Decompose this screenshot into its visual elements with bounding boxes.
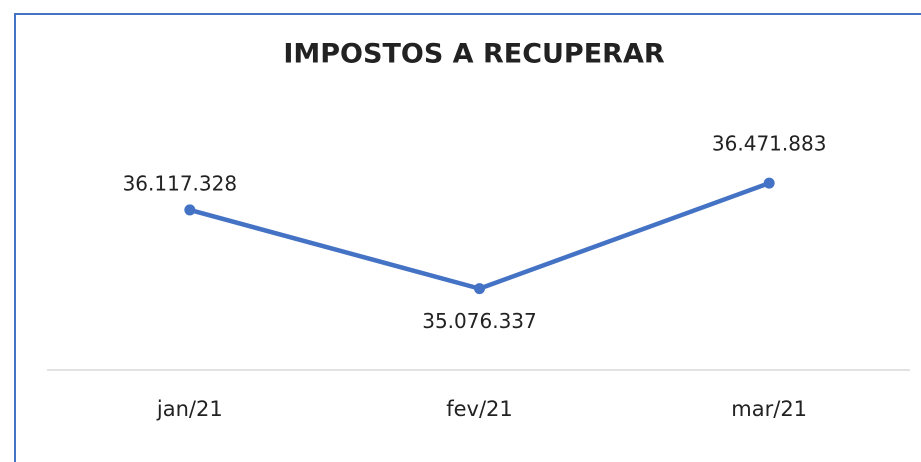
data-label: 35.076.337	[422, 309, 537, 333]
data-label: 36.471.883	[712, 132, 827, 156]
point	[763, 177, 775, 189]
data-label: 36.117.328	[123, 171, 238, 195]
chart-title: IMPOSTOS A RECUPERAR	[283, 39, 665, 70]
point	[474, 283, 485, 295]
x-tick-label: mar/21	[731, 397, 807, 421]
x-tick-label: fev/21	[446, 397, 513, 421]
line	[189, 181, 770, 291]
point	[184, 204, 196, 216]
x-tick-label: jan/21	[156, 397, 223, 421]
